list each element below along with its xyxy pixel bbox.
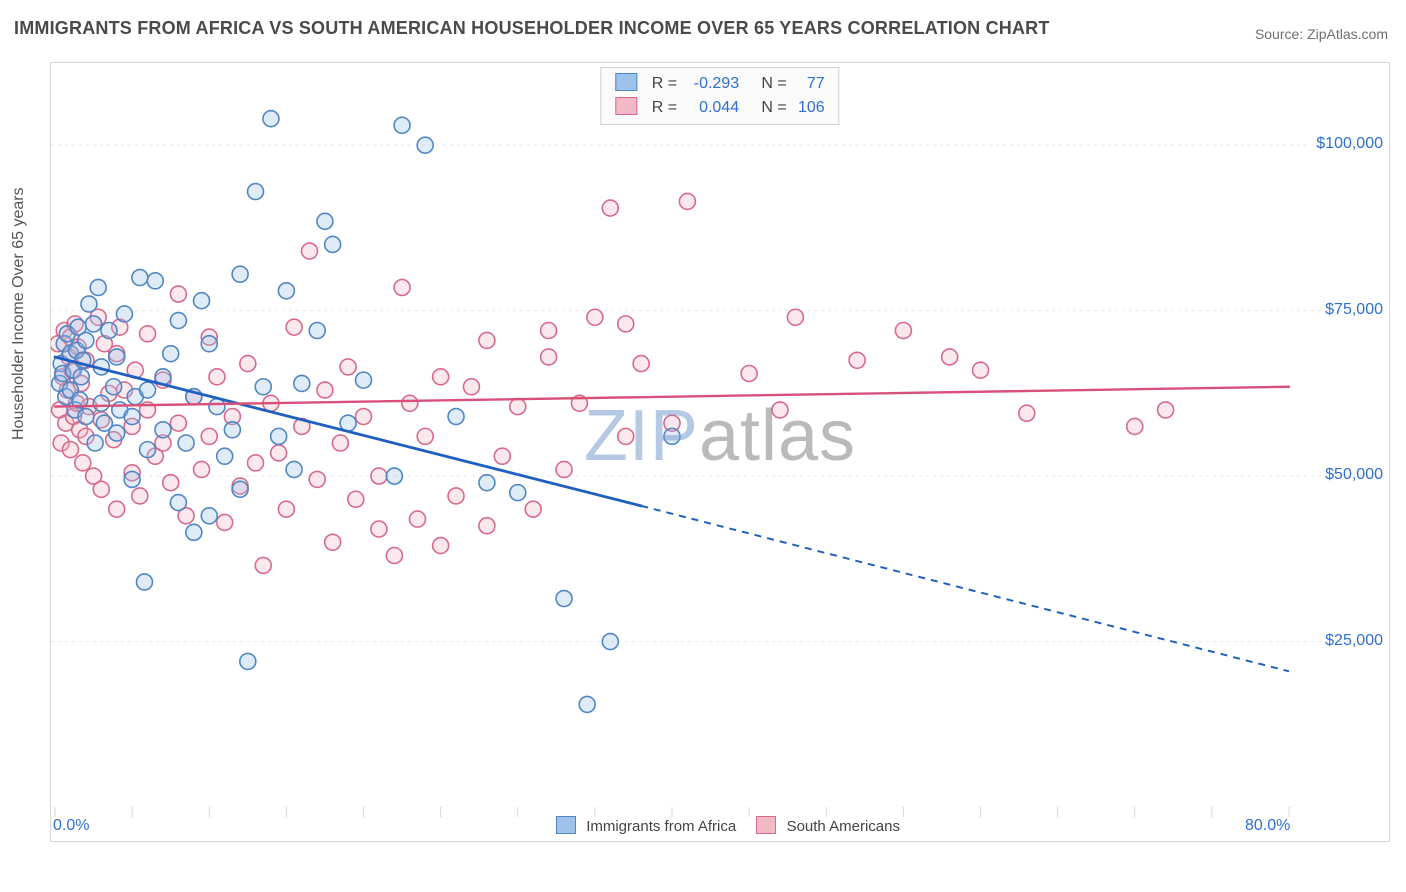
source-link[interactable]: ZipAtlas.com [1307, 26, 1388, 42]
legend-R-value-sa: 0.044 [677, 96, 739, 120]
legend-swatch-sa [756, 816, 776, 834]
legend-swatch-africa [615, 73, 637, 91]
y-tick-label: $25,000 [1325, 632, 1383, 650]
legend-label-africa: Immigrants from Africa [586, 818, 736, 835]
chart-title: IMMIGRANTS FROM AFRICA VS SOUTH AMERICAN… [14, 18, 1050, 39]
legend-R-label: R = [652, 72, 677, 96]
legend-row-sa: R = 0.044 N = 106 [615, 96, 824, 120]
legend-swatch-africa [556, 816, 576, 834]
source-attribution: Source: ZipAtlas.com [1255, 26, 1388, 42]
legend-N-label: N = [761, 96, 786, 120]
legend-label-sa: South Americans [787, 818, 900, 835]
legend-row-africa: R = -0.293 N = 77 [615, 72, 824, 96]
y-tick-label: $75,000 [1325, 301, 1383, 319]
y-tick-label: $50,000 [1325, 466, 1383, 484]
source-label: Source: [1255, 26, 1307, 42]
y-tick-label: $100,000 [1316, 135, 1383, 153]
legend-swatch-sa [615, 97, 637, 115]
legend-N-value-sa: 106 [787, 96, 825, 120]
legend-R-value-africa: -0.293 [677, 72, 739, 96]
scatter-svg [51, 63, 1389, 841]
legend-N-value-africa: 77 [787, 72, 825, 96]
series-legend: Immigrants from Africa South Americans [51, 816, 1389, 835]
correlation-legend: R = -0.293 N = 77 R = 0.044 N = 106 [600, 67, 839, 125]
legend-N-label: N = [761, 72, 786, 96]
y-axis-label: Householder Income Over 65 years [10, 187, 28, 440]
legend-R-label: R = [652, 96, 677, 120]
chart-plot-area: ZIPatlas R = -0.293 N = 77 R = 0.044 N =… [50, 62, 1390, 842]
